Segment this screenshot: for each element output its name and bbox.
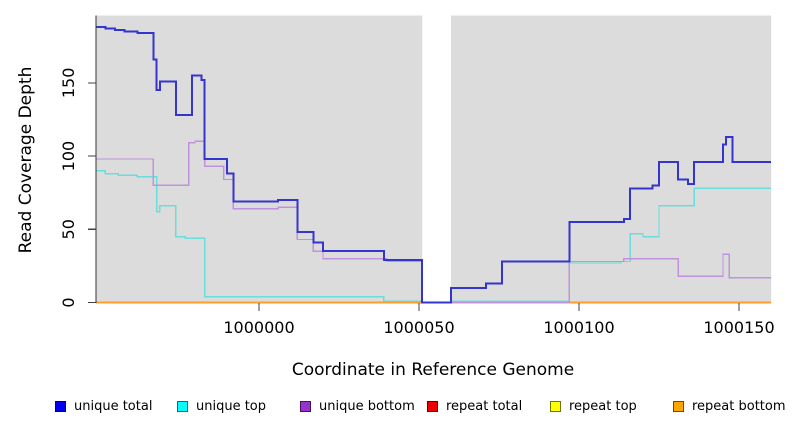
series-line-unique-total [95,26,771,304]
y-tick-label-0: 0 [59,297,78,307]
legend-item-unique-bottom: unique bottom [300,396,415,416]
x-axis-title: Coordinate in Reference Genome [291,360,575,380]
x-tick-label-1000000: 1000000 [223,318,294,337]
series-line-unique-bottom [95,140,771,304]
unique-bottom-swatch-icon [300,400,311,412]
x-tick-label-1000150: 1000150 [703,318,774,337]
unique-top-swatch-icon [177,400,188,412]
legend-item-repeat-bottom: repeat bottom [673,396,786,416]
y-tick-label-150: 150 [59,68,78,99]
repeat-top-swatch-icon [550,400,561,412]
legend-item-unique-top: unique top [177,396,266,416]
y-tick-label-100: 100 [59,141,78,172]
x-tick-label-1000050: 1000050 [383,318,454,337]
chart-legend: unique total unique top unique bottom re… [0,396,792,420]
unique-total-swatch-icon [55,400,66,412]
repeat-total-swatch-icon [427,400,438,412]
legend-item-repeat-total: repeat total [427,396,522,416]
coverage-gap-band [422,15,451,304]
repeat-bottom-swatch-icon [673,400,684,412]
x-tick-label-1000100: 1000100 [543,318,614,337]
legend-item-unique-total: unique total [55,396,152,416]
y-axis-title: Read Coverage Depth [16,66,36,254]
series-line-unique-top [95,170,771,302]
y-tick-label-50: 50 [59,219,78,239]
legend-item-repeat-top: repeat top [550,396,637,416]
